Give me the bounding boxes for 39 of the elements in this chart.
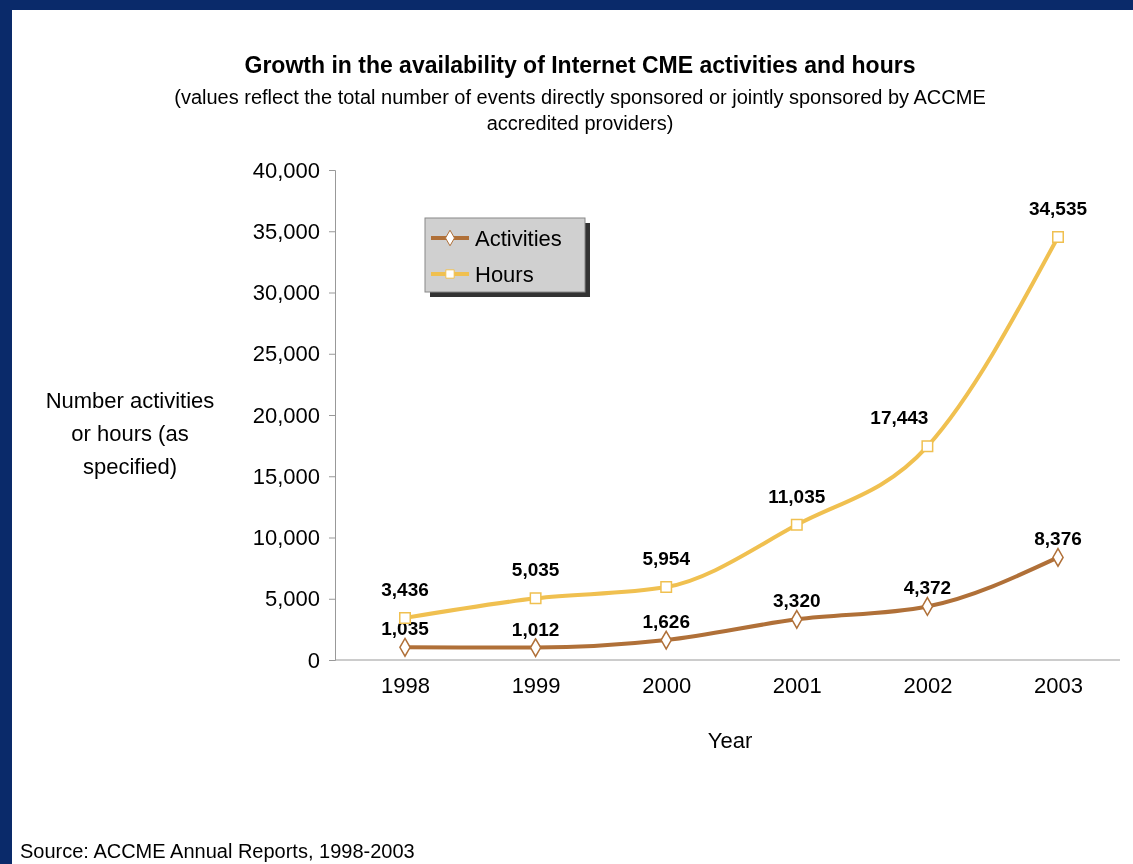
y-tick-label: 20,000 <box>252 402 320 428</box>
y-tick-label: 5,000 <box>264 586 320 612</box>
point <box>921 440 934 453</box>
y-tick-label: 0 <box>307 647 320 673</box>
data-label: 1,035 <box>381 618 430 640</box>
data-label: 3,436 <box>381 578 429 600</box>
y-tick-label: 15,000 <box>252 463 320 489</box>
data-label: 1,012 <box>511 618 560 640</box>
legend-label: Activities <box>475 226 562 251</box>
chart-title: Growth in the availability of Internet CME activities and hours <box>244 52 916 78</box>
y-tick-label: 40,000 <box>252 157 320 183</box>
data-label: 34,535 <box>1028 197 1088 219</box>
legend-label: Hours <box>475 262 534 287</box>
point <box>1052 230 1064 243</box>
x-tick-label: 2002 <box>903 673 953 698</box>
data-label: 17,443 <box>870 407 929 429</box>
x-axis-title: Year <box>707 728 753 753</box>
point <box>790 518 803 531</box>
point <box>529 592 542 605</box>
chart-subtitle: (values reflect the total number of events directly sponsored or jointly sponsored by ACCME accredited providers) <box>174 86 986 134</box>
data-label: 8,376 <box>1034 528 1082 550</box>
data-label: 1,626 <box>642 611 690 633</box>
x-tick-label: 2000 <box>642 673 692 698</box>
data-label: 5,035 <box>511 559 560 581</box>
y-tick-label: 25,000 <box>252 341 320 367</box>
data-label: 4,372 <box>903 577 952 599</box>
x-tick-label: 1998 <box>381 673 430 698</box>
source-note: Source: ACCME Annual Reports, 1998-2003 <box>20 840 415 862</box>
y-tick-label: 30,000 <box>252 280 320 306</box>
x-tick-label: 2003 <box>1034 673 1083 698</box>
y-tick-label: 35,000 <box>252 218 320 244</box>
data-label: 5,954 <box>642 548 691 570</box>
x-tick-label: 2001 <box>772 673 822 698</box>
data-label: 11,035 <box>768 485 826 507</box>
point <box>660 581 673 594</box>
data-label: 3,320 <box>773 590 821 612</box>
y-tick-label: 10,000 <box>252 525 320 551</box>
x-tick-label: 1999 <box>511 673 561 698</box>
y-axis-title: Number activities or hours (as specified) <box>45 388 215 479</box>
